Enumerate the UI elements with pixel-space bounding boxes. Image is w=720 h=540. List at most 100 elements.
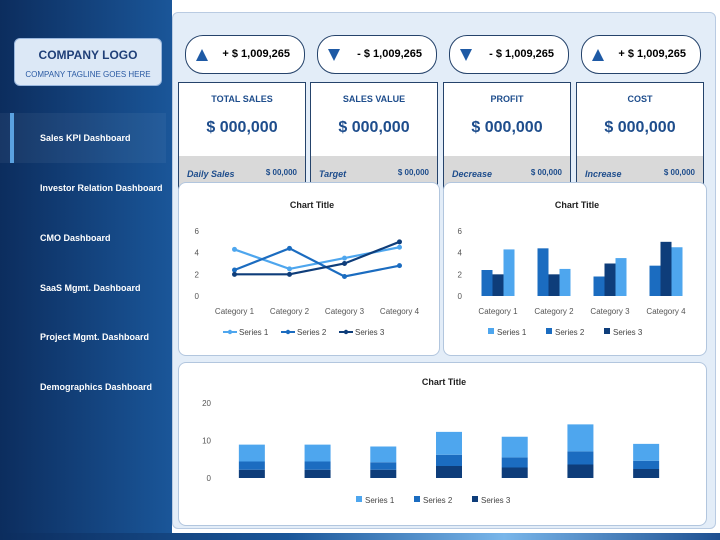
nav-item-demographics[interactable]: Demographics Dashboard xyxy=(0,362,166,412)
kpi-pill-value: + $ 1,009,265 xyxy=(222,48,290,60)
data-point xyxy=(232,267,237,273)
company-logo: COMPANY LOGO COMPANY TAGLINE GOES HERE xyxy=(14,38,162,86)
card-footer-label: Increase xyxy=(585,169,622,179)
stacked-bar-segment xyxy=(304,469,331,478)
stacked-bar-segment xyxy=(436,431,462,455)
stacked-bar-segment xyxy=(370,446,397,463)
sidebar: COMPANY LOGO COMPANY TAGLINE GOES HERE S… xyxy=(0,0,172,533)
series-line xyxy=(234,247,400,278)
card-footer-label: Target xyxy=(319,169,347,179)
chart-title: Chart Title xyxy=(422,377,466,387)
x-tick-label: Category 1 xyxy=(478,307,518,316)
stacked-bar-segment xyxy=(567,464,594,478)
data-point xyxy=(232,271,237,277)
stacked-bar-segment xyxy=(633,469,660,478)
bar xyxy=(604,263,616,296)
stacked-bar-segment xyxy=(238,461,265,470)
bar xyxy=(492,274,504,296)
clustered-bar-chart: Chart Title 0 2 4 6 Category 1 Category 2 Categ… xyxy=(458,200,687,337)
card-value: $ 000,000 xyxy=(338,119,410,136)
stacked-bar-segment xyxy=(633,460,660,469)
y-tick-label: 6 xyxy=(195,227,200,236)
card-footer-value: $ 00,000 xyxy=(530,168,562,177)
nav-item-sales-kpi[interactable]: Sales KPI Dashboard xyxy=(0,113,166,163)
legend-label: Series 2 xyxy=(297,328,327,337)
stacked-bar-segment xyxy=(238,444,265,462)
stacked-bar-segment xyxy=(436,466,462,478)
card-footer-value: $ 00,000 xyxy=(397,168,429,177)
kpi-card-cost: COST $ 000,000 Increase $ 00,000 xyxy=(576,82,704,189)
nav-item-cmo[interactable]: CMO Dashboard xyxy=(0,213,166,263)
stacked-bar-chart: Chart Title 0 10 20 Series 1 Series 2 Series 3 xyxy=(202,377,660,505)
bar xyxy=(671,247,683,296)
data-point xyxy=(287,271,292,277)
legend-swatch xyxy=(604,328,610,334)
kpi-pill: + $ 1,009,265 xyxy=(185,35,305,74)
up-triangle-icon xyxy=(592,49,604,61)
x-tick-label: Category 2 xyxy=(270,307,310,316)
x-tick-label: Category 4 xyxy=(380,307,420,316)
legend-swatch xyxy=(356,496,362,502)
kpi-pill-value: + $ 1,009,265 xyxy=(618,48,686,60)
nav-item-saas-mgmt[interactable]: SaaS Mgmt. Dashboard xyxy=(0,263,166,313)
series-line xyxy=(234,240,400,276)
up-triangle-icon xyxy=(196,49,208,61)
y-tick-label: 6 xyxy=(458,227,463,236)
legend-marker xyxy=(227,329,233,335)
legend-label: Series 1 xyxy=(497,328,527,337)
legend-label: Series 2 xyxy=(423,496,453,505)
x-tick-label: Category 1 xyxy=(215,307,255,316)
x-tick-label: Category 3 xyxy=(325,307,365,316)
stacked-bar-segment xyxy=(501,467,528,478)
legend-label: Series 3 xyxy=(613,328,643,337)
nav-item-label: Sales KPI Dashboard xyxy=(40,133,131,143)
bottom-stripe xyxy=(0,533,720,540)
legend-swatch xyxy=(488,328,494,334)
card-footer-value: $ 00,000 xyxy=(663,168,695,177)
bar xyxy=(481,270,493,296)
line-chart: Chart Title 0 2 4 6 Category 1 Category 2 Categ… xyxy=(195,200,420,337)
nav-item-label: Investor Relation Dashboard xyxy=(40,183,163,193)
card-title: COST xyxy=(627,94,653,104)
card-title: SALES VALUE xyxy=(342,94,406,104)
card-title: TOTAL SALES xyxy=(211,94,273,104)
data-point xyxy=(397,244,402,250)
card-value: $ 000,000 xyxy=(471,119,543,136)
data-point xyxy=(287,245,292,251)
y-tick-label: 10 xyxy=(202,437,211,446)
nav-item-investor-relation[interactable]: Investor Relation Dashboard xyxy=(0,163,166,213)
card-title: PROFIT xyxy=(490,94,524,104)
legend-label: Series 1 xyxy=(239,328,269,337)
nav-item-label: SaaS Mgmt. Dashboard xyxy=(40,283,141,293)
card-value: $ 000,000 xyxy=(206,119,278,136)
bar xyxy=(548,274,560,296)
kpi-pill: + $ 1,009,265 xyxy=(581,35,701,74)
kpi-card-profit: PROFIT $ 000,000 Decrease $ 00,000 xyxy=(443,82,571,189)
nav-item-project-mgmt[interactable]: Project Mgmt. Dashboard xyxy=(0,312,166,362)
y-tick-label: 0 xyxy=(458,292,463,301)
card-value: $ 000,000 xyxy=(604,119,676,136)
stacked-bar-segment xyxy=(501,457,528,468)
y-tick-label: 0 xyxy=(207,474,212,483)
chart-title: Chart Title xyxy=(290,200,334,210)
card-footer-value: $ 00,000 xyxy=(265,168,297,177)
data-point xyxy=(397,239,402,245)
y-tick-label: 2 xyxy=(458,270,463,279)
stacked-bar-segment xyxy=(633,443,660,461)
y-tick-label: 4 xyxy=(195,249,200,258)
legend-label: Series 2 xyxy=(555,328,585,337)
y-tick-label: 0 xyxy=(195,292,200,301)
dashboard-main: + $ 1,009,265 - $ 1,009,265 - $ 1,009,26… xyxy=(172,12,716,529)
legend-label: Series 1 xyxy=(365,496,395,505)
stacked-bar-segment xyxy=(238,469,265,478)
stacked-bar-segment xyxy=(370,469,397,478)
kpi-card-sales-value: SALES VALUE $ 000,000 Target $ 00,000 xyxy=(310,82,438,189)
stacked-bar-segment xyxy=(567,451,594,465)
logo-tagline: COMPANY TAGLINE GOES HERE xyxy=(25,70,151,79)
data-point xyxy=(342,261,347,266)
stacked-bar-segment xyxy=(567,424,594,452)
down-triangle-icon xyxy=(460,49,472,61)
card-footer-label: Daily Sales xyxy=(187,169,235,179)
stacked-bar-chart-panel: Chart Title 0 10 20 Series 1 Series 2 Series 3 xyxy=(178,362,707,526)
down-triangle-icon xyxy=(328,49,340,61)
